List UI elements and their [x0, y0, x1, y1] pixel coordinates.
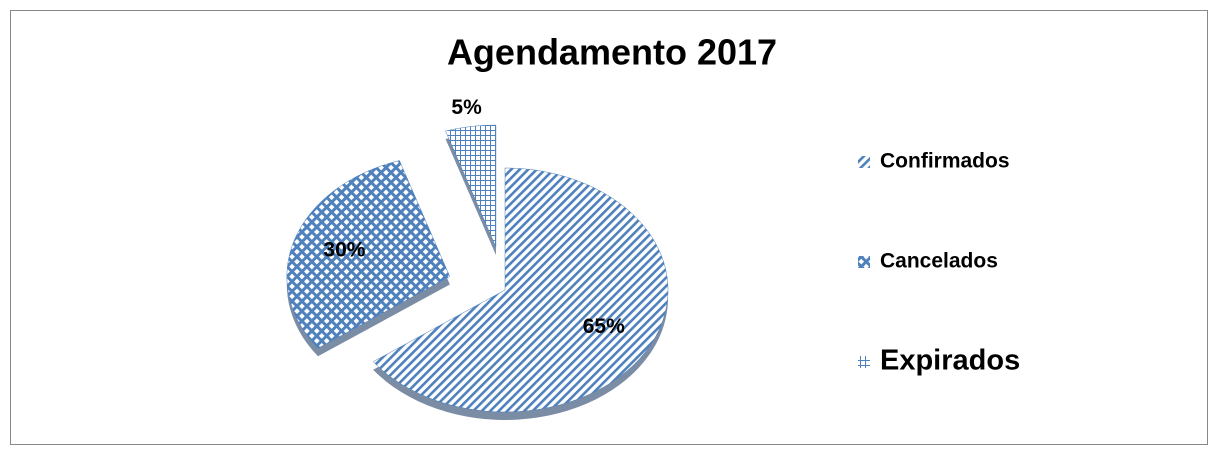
slice: [286, 160, 451, 349]
data-label: 65%: [583, 315, 625, 338]
slice: [445, 124, 497, 248]
chart-title: Agendamento 2017: [447, 32, 777, 73]
data-label: 30%: [323, 238, 365, 261]
data-label: 5%: [451, 96, 482, 119]
slice: [372, 167, 669, 413]
legend-label: Cancelados: [880, 250, 998, 273]
legend-label: Expirados: [880, 345, 1020, 377]
legend-marker: [858, 256, 870, 268]
legend-marker: [858, 156, 870, 168]
legend-marker: [858, 356, 870, 368]
legend-label: Confirmados: [880, 150, 1010, 173]
